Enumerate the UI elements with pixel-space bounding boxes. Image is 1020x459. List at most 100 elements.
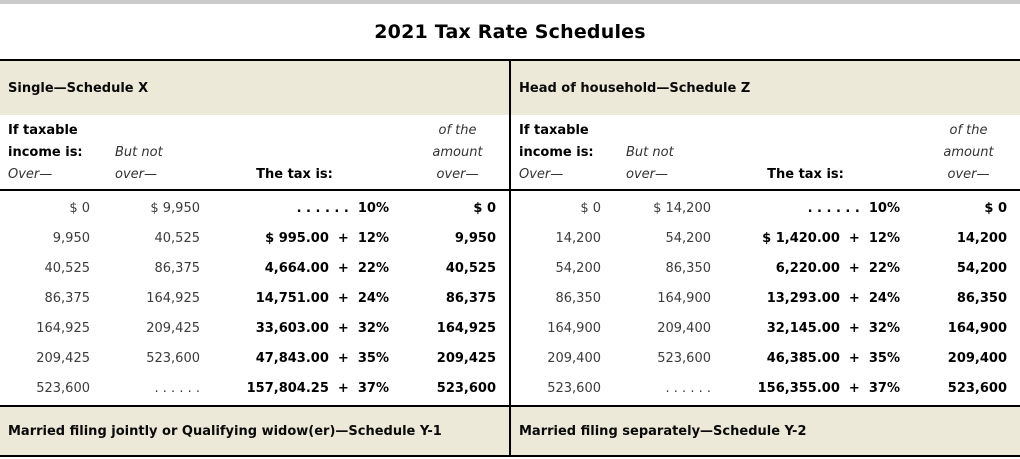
cell-over: 164,900 bbox=[547, 320, 601, 336]
cell-tax: $ 1,420.00 + 12% bbox=[762, 230, 900, 246]
cell-over: 9,950 bbox=[52, 230, 90, 246]
cell-amount-over: 14,200 bbox=[956, 230, 1007, 246]
cell-over: 40,525 bbox=[44, 260, 91, 276]
cell-amount-over: 40,525 bbox=[445, 260, 496, 276]
header-over-2: over— bbox=[626, 167, 668, 182]
schedule-y2-title: Married filing separately—Schedule Y-2 bbox=[519, 423, 807, 439]
table-row: 86,375 164,925 14,751.00 + 24% 86,375 bbox=[0, 283, 509, 313]
cell-but-not-over: . . . . . . bbox=[665, 380, 711, 396]
table-row: 523,600 . . . . . . 156,355.00 + 37% 523… bbox=[511, 373, 1020, 403]
cell-amount-over: 54,200 bbox=[956, 260, 1007, 276]
header-the-tax-is: The tax is: bbox=[767, 167, 844, 182]
cell-over: 523,600 bbox=[547, 380, 601, 396]
table-row: 14,200 54,200 $ 1,420.00 + 12% 14,200 bbox=[511, 223, 1020, 253]
cell-but-not-over: 54,200 bbox=[665, 230, 712, 246]
header-of-the: of the bbox=[438, 123, 477, 138]
table-row: 9,950 40,525 $ 995.00 + 12% 9,950 bbox=[0, 223, 509, 253]
header-over: Over— bbox=[519, 167, 564, 182]
schedule-x-title: Single—Schedule X bbox=[8, 80, 149, 96]
header-over-2: over— bbox=[115, 167, 157, 182]
schedule-z-column-headers: If taxable of the income is: But not amo… bbox=[511, 115, 1020, 191]
cell-over: 86,350 bbox=[555, 290, 602, 306]
cell-over: 86,375 bbox=[44, 290, 91, 306]
schedule-x-rows: $ 0 $ 9,950 . . . . . . 10% $ 0 9,950 40… bbox=[0, 191, 509, 405]
schedules-footer-section: Married filing jointly or Qualifying wid… bbox=[0, 405, 1020, 455]
cell-amount-over: $ 0 bbox=[473, 200, 496, 216]
cell-over: 54,200 bbox=[555, 260, 602, 276]
schedule-x-column-headers: If taxable of the income is: But not amo… bbox=[0, 115, 509, 191]
cell-but-not-over: 86,375 bbox=[154, 260, 201, 276]
table-row: 54,200 86,350 6,220.00 + 22% 54,200 bbox=[511, 253, 1020, 283]
cell-but-not-over: $ 9,950 bbox=[150, 200, 200, 216]
cell-tax: 33,603.00 + 32% bbox=[255, 320, 389, 336]
schedule-y1-header: Married filing jointly or Qualifying wid… bbox=[0, 407, 509, 455]
cell-but-not-over: 209,400 bbox=[657, 320, 711, 336]
cell-but-not-over: 40,525 bbox=[154, 230, 201, 246]
table-row: 40,525 86,375 4,664.00 + 22% 40,525 bbox=[0, 253, 509, 283]
cell-amount-over: 209,400 bbox=[947, 350, 1007, 366]
header-line-2: income is: But not amount bbox=[0, 142, 509, 164]
header-amount: amount bbox=[432, 145, 483, 160]
cell-tax: 157,804.25 + 37% bbox=[246, 380, 389, 396]
schedule-y1-title: Married filing jointly or Qualifying wid… bbox=[8, 423, 442, 439]
cell-tax: 46,385.00 + 35% bbox=[766, 350, 900, 366]
cell-tax: 4,664.00 + 22% bbox=[264, 260, 389, 276]
header-over-3: over— bbox=[436, 167, 479, 182]
cell-over: 164,925 bbox=[36, 320, 90, 336]
schedules-top-section: Single—Schedule X If taxable of the inco… bbox=[0, 61, 1020, 405]
cell-over: 209,425 bbox=[36, 350, 90, 366]
cell-tax: 13,293.00 + 24% bbox=[766, 290, 900, 306]
header-the-tax-is: The tax is: bbox=[256, 167, 333, 182]
cell-amount-over: $ 0 bbox=[984, 200, 1007, 216]
cell-tax: $ 995.00 + 12% bbox=[265, 230, 389, 246]
cell-over: $ 0 bbox=[69, 200, 90, 216]
tax-rate-schedules-table: Single—Schedule X If taxable of the inco… bbox=[0, 59, 1020, 457]
schedule-z-header: Head of household—Schedule Z bbox=[511, 61, 1020, 115]
header-line-2: income is: But not amount bbox=[511, 142, 1020, 164]
header-over: Over— bbox=[8, 167, 53, 182]
header-income-is: income is: bbox=[519, 145, 594, 160]
header-amount: amount bbox=[943, 145, 994, 160]
cell-but-not-over: . . . . . . bbox=[154, 380, 200, 396]
header-but-not: But not bbox=[115, 145, 163, 160]
table-row: 523,600 . . . . . . 157,804.25 + 37% 523… bbox=[0, 373, 509, 403]
table-row: $ 0 $ 9,950 . . . . . . 10% $ 0 bbox=[0, 193, 509, 223]
cell-amount-over: 164,900 bbox=[947, 320, 1007, 336]
cell-but-not-over: 164,900 bbox=[657, 290, 711, 306]
cell-but-not-over: $ 14,200 bbox=[653, 200, 711, 216]
header-but-not: But not bbox=[626, 145, 674, 160]
cell-tax: . . . . . . 10% bbox=[807, 200, 900, 216]
schedule-y2-panel: Married filing separately—Schedule Y-2 bbox=[509, 407, 1020, 455]
table-row: 86,350 164,900 13,293.00 + 24% 86,350 bbox=[511, 283, 1020, 313]
cell-tax: 47,843.00 + 35% bbox=[255, 350, 389, 366]
cell-over: 523,600 bbox=[36, 380, 90, 396]
cell-tax: 6,220.00 + 22% bbox=[775, 260, 900, 276]
cell-amount-over: 9,950 bbox=[454, 230, 496, 246]
cell-amount-over: 86,350 bbox=[956, 290, 1007, 306]
cell-but-not-over: 86,350 bbox=[665, 260, 712, 276]
cell-amount-over: 523,600 bbox=[947, 380, 1007, 396]
header-if-taxable: If taxable bbox=[519, 123, 589, 138]
header-line-1: If taxable of the bbox=[0, 120, 509, 142]
cell-over: $ 0 bbox=[580, 200, 601, 216]
cell-amount-over: 164,925 bbox=[436, 320, 496, 336]
table-row: 209,400 523,600 46,385.00 + 35% 209,400 bbox=[511, 343, 1020, 373]
header-line-1: If taxable of the bbox=[511, 120, 1020, 142]
cell-over: 209,400 bbox=[547, 350, 601, 366]
schedule-y1-panel: Married filing jointly or Qualifying wid… bbox=[0, 407, 509, 455]
cell-over: 14,200 bbox=[555, 230, 602, 246]
cell-amount-over: 523,600 bbox=[436, 380, 496, 396]
page-title: 2021 Tax Rate Schedules bbox=[374, 21, 646, 43]
table-row: 164,900 209,400 32,145.00 + 32% 164,900 bbox=[511, 313, 1020, 343]
table-row: 164,925 209,425 33,603.00 + 32% 164,925 bbox=[0, 313, 509, 343]
header-line-3: Over— over— The tax is: over— bbox=[0, 164, 509, 189]
header-line-3: Over— over— The tax is: over— bbox=[511, 164, 1020, 189]
schedule-z-panel: Head of household—Schedule Z If taxable … bbox=[509, 61, 1020, 405]
cell-amount-over: 209,425 bbox=[436, 350, 496, 366]
header-of-the: of the bbox=[949, 123, 988, 138]
schedule-x-header: Single—Schedule X bbox=[0, 61, 509, 115]
table-row: $ 0 $ 14,200 . . . . . . 10% $ 0 bbox=[511, 193, 1020, 223]
cell-tax: 32,145.00 + 32% bbox=[766, 320, 900, 336]
table-row: 209,425 523,600 47,843.00 + 35% 209,425 bbox=[0, 343, 509, 373]
cell-but-not-over: 209,425 bbox=[146, 320, 200, 336]
